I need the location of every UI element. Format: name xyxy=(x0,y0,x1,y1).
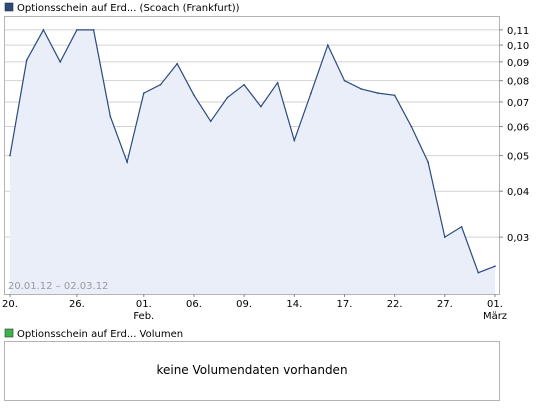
x-tick-label: 17. xyxy=(337,299,353,310)
data-point xyxy=(393,94,396,97)
y-tick-label: 0,10 xyxy=(507,41,529,52)
price-line xyxy=(9,28,496,274)
data-point xyxy=(126,161,128,163)
data-point xyxy=(76,29,78,31)
x-tick-label: 22. xyxy=(387,299,403,310)
x-tick-label: 01. xyxy=(136,299,152,310)
data-point xyxy=(276,81,279,84)
data-point xyxy=(92,29,95,31)
date-range-label: 20.01.12 – 02.03.12 xyxy=(8,281,108,292)
y-axis: 0,11 0,10 0,09 0,08 0,07 0,06 0,05 0,04 0,03 xyxy=(499,26,529,244)
data-point xyxy=(59,61,61,63)
x-tick-label: 06. xyxy=(186,299,202,310)
data-point xyxy=(494,265,496,268)
data-point xyxy=(444,236,446,238)
data-point xyxy=(477,271,480,274)
data-point xyxy=(226,96,229,99)
y-tick-label: 0,11 xyxy=(507,26,529,37)
data-point xyxy=(9,154,11,157)
data-point xyxy=(310,92,312,94)
x-tick-sublabel: Feb. xyxy=(133,311,154,322)
data-point xyxy=(427,161,429,163)
data-point xyxy=(209,120,212,123)
x-tick-label: 26. xyxy=(69,299,85,310)
y-tick-label: 0,04 xyxy=(507,187,529,198)
x-tick-sublabel: März xyxy=(483,311,507,322)
data-point xyxy=(143,92,145,94)
y-tick-label: 0,06 xyxy=(507,123,529,134)
data-point xyxy=(42,29,45,31)
data-point xyxy=(343,79,346,82)
x-tick-label: 14. xyxy=(286,299,302,310)
x-tick-label: 20. xyxy=(2,299,18,310)
data-point xyxy=(293,139,296,142)
x-tick-label: 09. xyxy=(236,299,252,310)
data-point xyxy=(260,105,262,108)
price-legend-swatch xyxy=(4,2,14,12)
volume-legend-label: Optionsschein auf Erd... Volumen xyxy=(17,329,183,340)
volume-panel-frame xyxy=(4,341,500,401)
data-point xyxy=(243,83,245,86)
data-point xyxy=(377,92,379,94)
price-legend-label: Optionsschein auf Erd... (Scoach (Frankf… xyxy=(17,3,240,14)
data-point xyxy=(410,125,413,128)
data-point xyxy=(159,83,162,86)
data-point xyxy=(176,62,178,65)
data-point xyxy=(460,226,463,228)
data-point xyxy=(327,44,329,46)
x-tick-label: 27. xyxy=(437,299,453,310)
y-tick-label: 0,05 xyxy=(507,152,529,163)
data-point xyxy=(193,94,195,97)
data-point xyxy=(360,88,363,90)
volume-legend-swatch xyxy=(4,328,14,338)
y-tick-label: 0,03 xyxy=(507,233,529,244)
volume-empty-message: keine Volumendaten vorhanden xyxy=(156,363,347,377)
x-axis: 20. 26. 01.Feb.06. 09. 14. 17. 22. 27. 01.März xyxy=(2,294,507,322)
y-tick-label: 0,09 xyxy=(507,58,529,69)
y-tick-label: 0,07 xyxy=(507,98,529,109)
data-point xyxy=(25,59,28,61)
price-area xyxy=(10,29,495,295)
data-points xyxy=(9,29,496,274)
data-point xyxy=(109,115,112,118)
x-tick-label: 01. xyxy=(487,299,503,310)
y-tick-label: 0,08 xyxy=(507,77,529,88)
